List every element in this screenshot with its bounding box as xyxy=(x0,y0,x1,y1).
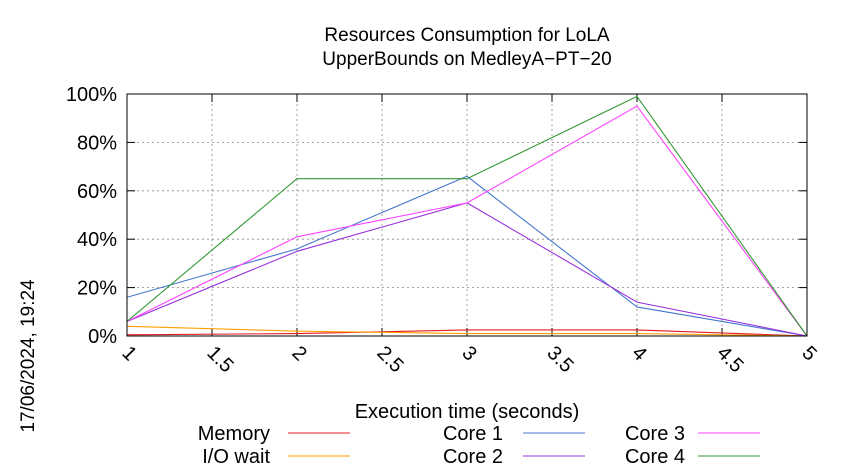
x-tick-label: 2.5 xyxy=(372,342,407,377)
series-line-i-o-wait xyxy=(126,325,808,337)
legend-label-core-1: Core 1 xyxy=(443,423,503,445)
plot-frame xyxy=(126,93,808,337)
y-tick-label: 0% xyxy=(88,326,117,348)
legend-label-core-4: Core 4 xyxy=(625,446,685,468)
y-tick-label: 80% xyxy=(77,132,117,154)
x-tick-label: 3.5 xyxy=(542,342,577,377)
chart-title-line-1: Resources Consumption for LoLA xyxy=(324,25,609,46)
y-tick-label: 40% xyxy=(77,229,117,251)
legend-label-i-o-wait: I/O wait xyxy=(202,446,270,468)
x-tick-label: 2 xyxy=(287,342,310,365)
x-tick-label: 5 xyxy=(797,342,820,365)
y-tick-label: 60% xyxy=(77,181,117,203)
chart-title-line-2: UpperBounds on MedleyA−PT−20 xyxy=(322,49,611,70)
y-tick-label: 20% xyxy=(77,278,117,300)
timestamp-label: 17/06/2024, 19:24 xyxy=(18,279,39,433)
y-tick-label: 100% xyxy=(66,84,117,106)
grid-lines xyxy=(127,94,807,336)
x-tick-label: 4.5 xyxy=(712,342,747,377)
x-tick-label: 1.5 xyxy=(202,342,237,377)
x-tick-label: 3 xyxy=(457,342,480,365)
series-lines xyxy=(126,95,808,337)
y-axis-ticks: 0% 20% 40% 60% 80% 100% xyxy=(66,84,807,348)
legend-label-core-3: Core 3 xyxy=(625,423,685,445)
legend-label-core-2: Core 2 xyxy=(443,446,503,468)
legend-label-memory: Memory xyxy=(198,423,270,445)
series-line-core-4 xyxy=(126,95,808,337)
x-tick-label: 1 xyxy=(117,342,140,365)
series-line-memory xyxy=(126,329,808,337)
series-line-core-3 xyxy=(126,105,808,337)
x-axis-label: Execution time (seconds) xyxy=(355,401,580,423)
x-tick-label: 4 xyxy=(627,342,650,365)
